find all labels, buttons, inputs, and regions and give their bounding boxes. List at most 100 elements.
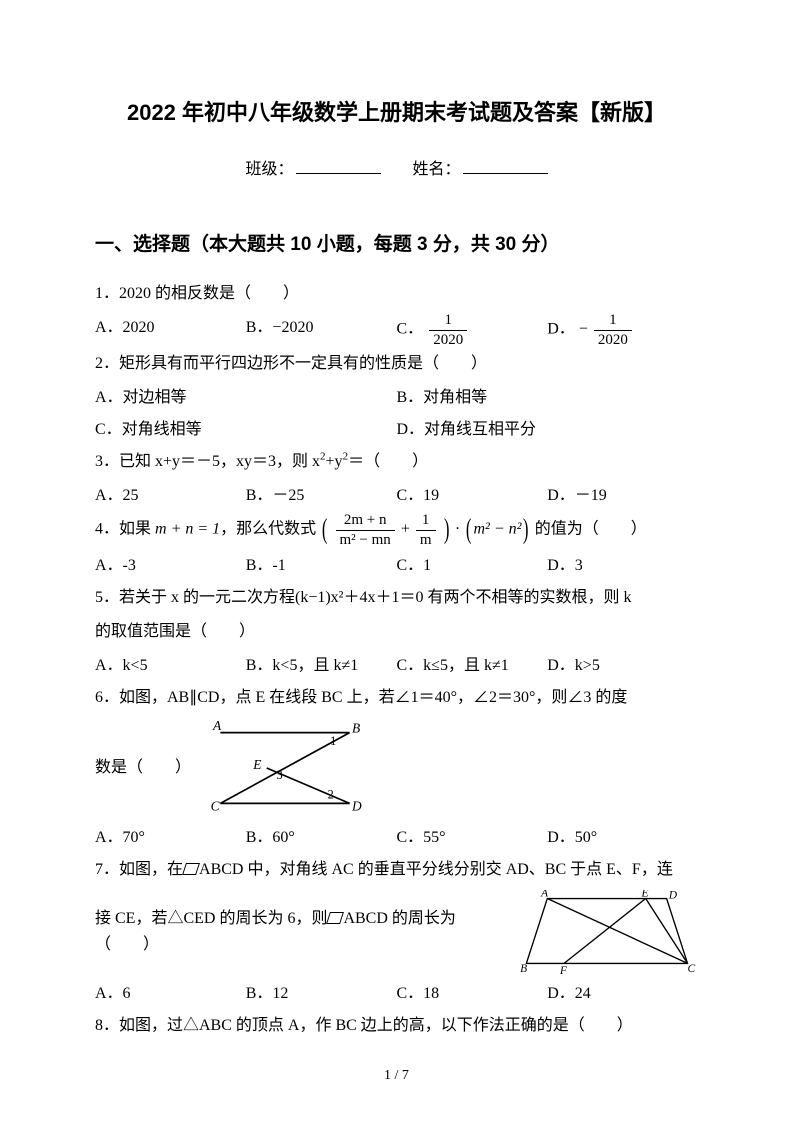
- q7-lbl-B: B: [520, 963, 527, 974]
- q4-options: A．-3 B．-1 C．1 D．3: [95, 550, 698, 582]
- parallelogram-icon: [182, 863, 200, 875]
- section-1-head: 一、选择题（本大题共 10 小题，每题 3 分，共 30 分）: [95, 229, 698, 256]
- q1-stem: 1．2020 的相反数是（ ）: [95, 278, 698, 310]
- q1-c-pre: C．: [397, 321, 424, 338]
- q6-a1: 1: [330, 734, 336, 748]
- q8-stem: 8．如图，过△ABC 的顶点 A，作 BC 边上的高，以下作法正确的是（ ）: [95, 1010, 698, 1042]
- q7-lbl-A: A: [540, 890, 549, 899]
- q6-options: A．70° B．60° C．55° D．50°: [95, 822, 698, 854]
- q2-opt-a: A．对边相等: [95, 382, 397, 414]
- q7-lbl-F: F: [559, 965, 568, 974]
- q4-pre: 4．如果: [95, 521, 155, 538]
- q6-lbl-E: E: [252, 757, 261, 772]
- q4-frac2: 1 m: [416, 512, 436, 548]
- q5-opt-b: B．k<5，且 k≠1: [246, 650, 397, 682]
- q4-stem: 4．如果 m + n = 1，那么代数式 ( 2m + n m² − mn + …: [95, 512, 698, 548]
- q6-opt-c: C．55°: [397, 822, 548, 854]
- q7-opt-a: A．6: [95, 978, 246, 1010]
- q6-figure: A B C D E 1 2 3: [205, 718, 365, 818]
- name-blank[interactable]: [463, 159, 548, 174]
- q1-opt-d: D． − 1 2020: [547, 312, 698, 348]
- q7-options: A．6 B．12 C．18 D．24: [95, 978, 698, 1010]
- q2-stem: 2．矩形具有而平行四边形不一定具有的性质是（ ）: [95, 348, 698, 380]
- q1-d-den: 2020: [594, 331, 632, 349]
- q2-opt-d: D．对角线互相平分: [397, 414, 699, 446]
- q4-plus: +: [401, 521, 410, 538]
- q1-opt-b: B．−2020: [246, 312, 397, 348]
- q1-d-frac: 1 2020: [594, 312, 632, 348]
- q6-a2: 2: [328, 787, 334, 801]
- q6-lbl-C: C: [211, 799, 221, 814]
- q4-opt-a: A．-3: [95, 550, 246, 582]
- q4-opt-d: D．3: [547, 550, 698, 582]
- q7-row: 接 CE，若△CED 的周长为 6，则ABCD 的周长为（ ） A D B C …: [95, 890, 698, 974]
- q3-options: A．25 B．－25 C．19 D．－19: [95, 480, 698, 512]
- q6-a3: 3: [276, 768, 282, 782]
- page-title: 2022 年初中八年级数学上册期末考试题及答案【新版】: [95, 95, 698, 127]
- q6-lbl-A: A: [212, 718, 222, 733]
- q7-lbl-E: E: [640, 890, 648, 899]
- meta-line: 班级： 姓名：: [95, 155, 698, 179]
- exam-page: 2022 年初中八年级数学上册期末考试题及答案【新版】 班级： 姓名： 一、选择…: [0, 0, 793, 1122]
- q1-c-frac: 1 2020: [429, 312, 467, 348]
- q2-options-1: A．对边相等 B．对角相等: [95, 382, 698, 414]
- q7-svg: A D B C E F: [518, 890, 698, 974]
- q3-opt-b: B．－25: [246, 480, 397, 512]
- q4-opt-c: C．1: [397, 550, 548, 582]
- q6-opt-d: D．50°: [547, 822, 698, 854]
- q1-opt-c: C． 1 2020: [397, 312, 548, 348]
- q3-mid: +y: [326, 453, 343, 470]
- q6-lbl-D: D: [351, 799, 362, 814]
- q4-frac1: 2m + n m² − mn: [336, 512, 395, 548]
- q1-c-num: 1: [429, 312, 467, 331]
- q1-d-pre: D．: [547, 321, 575, 338]
- q7-l1: 7．如图，在ABCD 中，对角线 AC 的垂直平分线分别交 AD、BC 于点 E…: [95, 854, 698, 886]
- name-label: 姓名：: [413, 161, 461, 178]
- q6-row-pre: 数是（ ）: [95, 755, 191, 781]
- class-label: 班级：: [245, 161, 293, 178]
- q5-options: A．k<5 B．k<5，且 k≠1 C．k≤5，且 k≠1 D．k>5: [95, 650, 698, 682]
- q7-opt-d: D．24: [547, 978, 698, 1010]
- q5-opt-c: C．k≤5，且 k≠1: [397, 650, 548, 682]
- q3-opt-c: C．19: [397, 480, 548, 512]
- q5-opt-d: D．k>5: [547, 650, 698, 682]
- q4-f2-num: 1: [416, 512, 436, 531]
- q4-mid1: ，那么代数式: [220, 521, 316, 538]
- q1-options: A．2020 B．−2020 C． 1 2020 D． − 1 2020: [95, 312, 698, 348]
- q6-opt-b: B．60°: [246, 822, 397, 854]
- q4-dot: ·: [455, 521, 460, 538]
- q7-lbl-C: C: [688, 963, 696, 974]
- q7-opt-c: C．18: [397, 978, 548, 1010]
- q6-lbl-B: B: [352, 721, 360, 736]
- q4-p2: m² − n²: [474, 521, 522, 538]
- q6-opt-a: A．70°: [95, 822, 246, 854]
- q5-l1: 5．若关于 x 的一元二次方程(k−1)x²＋4x＋1＝0 有两个不相等的实数根…: [95, 582, 698, 614]
- class-blank[interactable]: [296, 159, 381, 174]
- q6-l1: 6．如图，AB∥CD，点 E 在线段 BC 上，若∠1＝40°，∠2＝30°，则…: [95, 682, 698, 714]
- q4-post: 的值为（ ）: [535, 521, 647, 538]
- q4-f1-den: m² − mn: [336, 531, 395, 549]
- q2-opt-b: B．对角相等: [397, 382, 699, 414]
- page-footer: 1 / 7: [0, 1068, 793, 1084]
- q4-f2-den: m: [416, 531, 436, 549]
- q2-options-2: C．对角线相等 D．对角线互相平分: [95, 414, 698, 446]
- q4-f1-num: 2m + n: [336, 512, 395, 531]
- q3-pre: 3．已知 x+y＝－5，xy＝3，则 x: [95, 453, 320, 470]
- q3-opt-d: D．－19: [547, 480, 698, 512]
- q1-d-sign: −: [579, 321, 588, 338]
- q6-svg: A B C D E 1 2 3: [205, 718, 365, 818]
- q7-row-pre: 接 CE，若△CED 的周长为 6，则ABCD 的周长为（ ）: [95, 906, 508, 957]
- q5-l2: 的取值范围是（ ）: [95, 616, 698, 648]
- q2-opt-c: C．对角线相等: [95, 414, 397, 446]
- parallelogram-icon-2: [327, 912, 345, 924]
- q4-mn: m + n = 1: [155, 521, 220, 538]
- q7-opt-b: B．12: [246, 978, 397, 1010]
- q3-post: ＝（ ）: [348, 453, 428, 470]
- q3-opt-a: A．25: [95, 480, 246, 512]
- q6-row: 数是（ ） A B C D E 1 2: [95, 718, 698, 818]
- q1-d-num: 1: [594, 312, 632, 331]
- q1-opt-a: A．2020: [95, 312, 246, 348]
- q3-stem: 3．已知 x+y＝－5，xy＝3，则 x2+y2＝（ ）: [95, 446, 698, 478]
- q7-lbl-D: D: [668, 890, 678, 902]
- q5-opt-a: A．k<5: [95, 650, 246, 682]
